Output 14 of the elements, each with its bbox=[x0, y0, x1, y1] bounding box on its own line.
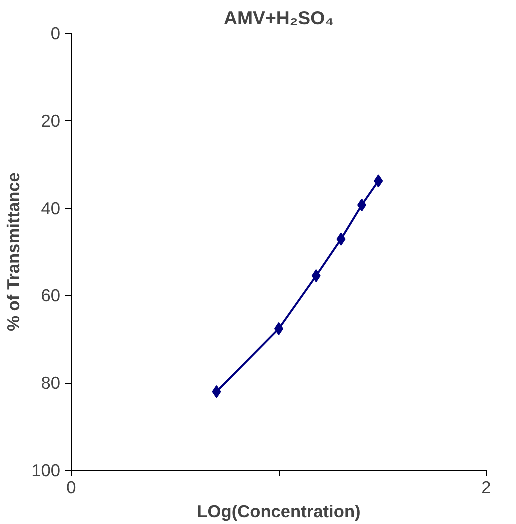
point bbox=[212, 385, 222, 398]
y-tick-label: 0 bbox=[50, 24, 61, 44]
y-tick-label: 20 bbox=[41, 110, 61, 131]
point bbox=[374, 174, 384, 188]
y-tick-label: 40 bbox=[41, 198, 61, 218]
point bbox=[336, 232, 346, 246]
chart-title: AMV+H₂SO₄ bbox=[224, 8, 334, 28]
y-axis-title: % of Transmittance bbox=[4, 172, 24, 332]
y-tick-label: 80 bbox=[41, 373, 61, 394]
x-axis-title: LOg(Concentration) bbox=[197, 502, 361, 522]
y-tick-label: 60 bbox=[41, 286, 61, 306]
x-tick-label: 2 bbox=[482, 478, 492, 498]
point bbox=[312, 270, 321, 283]
y-tick-label: 100 bbox=[32, 460, 61, 480]
